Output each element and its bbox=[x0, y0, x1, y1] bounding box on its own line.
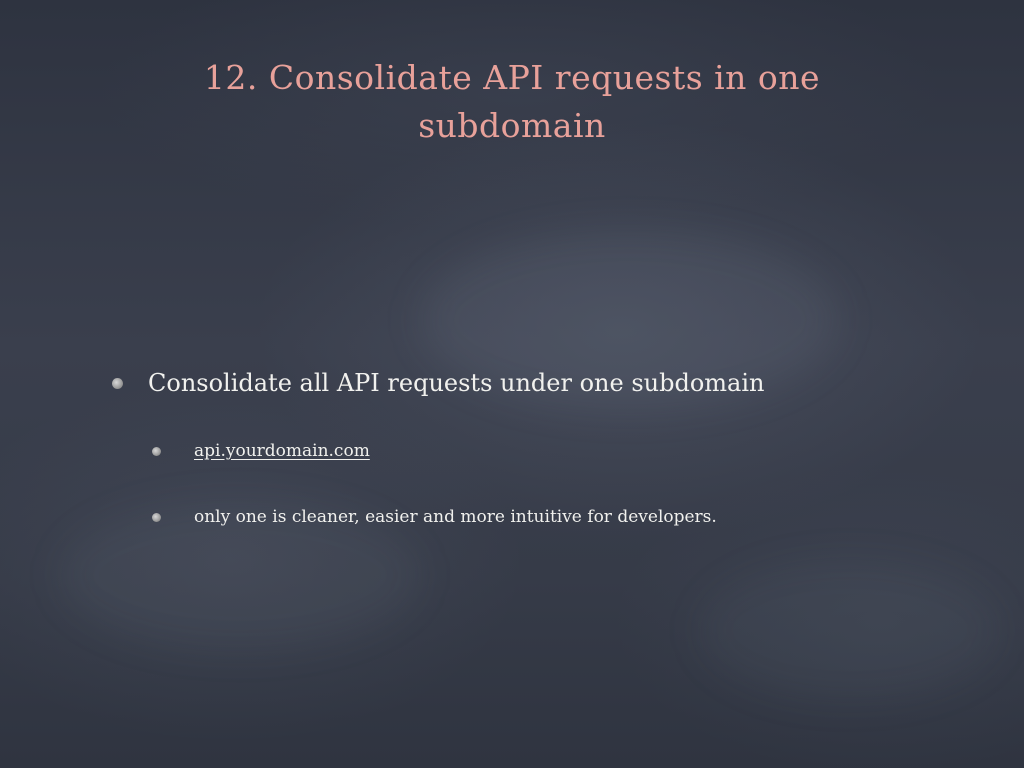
chalk-smudge bbox=[700, 560, 1000, 700]
bullet-icon bbox=[112, 378, 123, 389]
api-domain-link[interactable]: api.yourdomain.com bbox=[194, 441, 370, 461]
bullet-icon bbox=[152, 513, 161, 522]
bullet-item-main: Consolidate all API requests under one s… bbox=[148, 369, 765, 397]
bullet-icon bbox=[152, 447, 161, 456]
bullet-item-developers: only one is cleaner, easier and more int… bbox=[194, 507, 717, 527]
slide-title: 12. Consolidate API requests in one subd… bbox=[203, 58, 821, 145]
